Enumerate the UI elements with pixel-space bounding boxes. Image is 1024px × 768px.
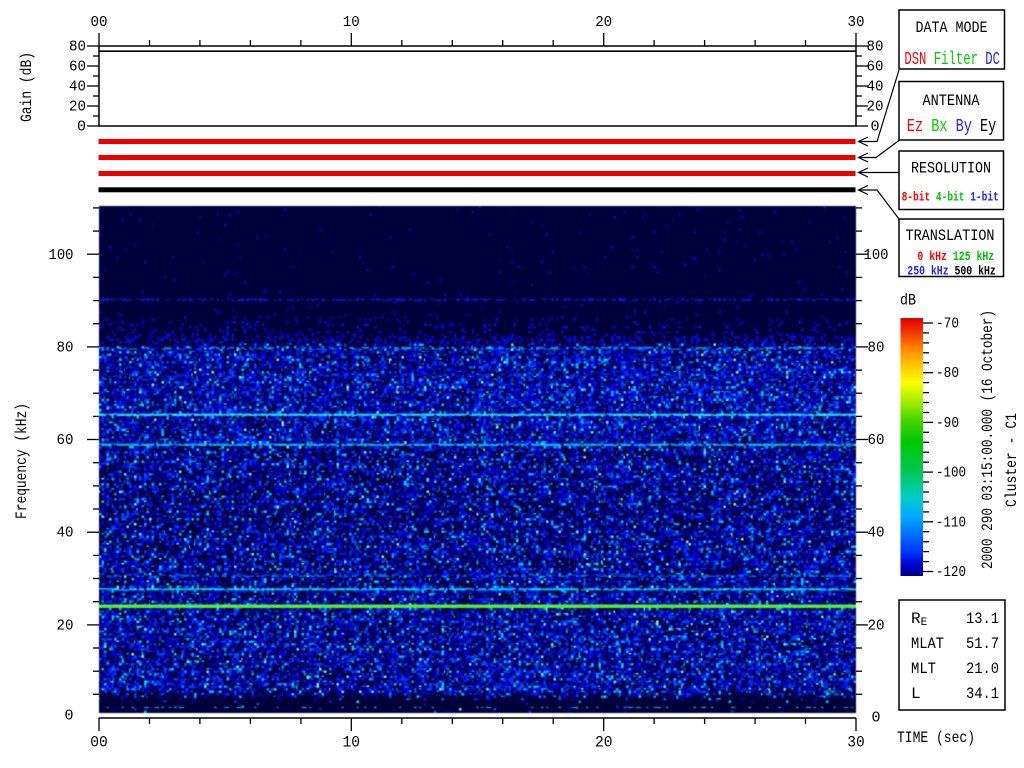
- svg-text:Ez: Ez: [907, 117, 923, 137]
- svg-text:MLT: MLT: [911, 660, 936, 678]
- svg-text:DC: DC: [985, 50, 1000, 70]
- svg-text:1-bit: 1-bit: [970, 190, 999, 205]
- svg-text:00: 00: [90, 734, 108, 752]
- svg-text:2000 290 03:15:00.000 (16 Octo: 2000 290 03:15:00.000 (16 October): [979, 310, 997, 569]
- svg-text:ANTENNA: ANTENNA: [923, 92, 980, 110]
- svg-text:20: 20: [595, 14, 612, 31]
- svg-text:0: 0: [77, 119, 86, 136]
- svg-text:0: 0: [64, 708, 73, 725]
- svg-text:0 kHz: 0 kHz: [917, 250, 947, 264]
- svg-text:Cluster - C1: Cluster - C1: [1003, 413, 1021, 507]
- svg-text:80: 80: [57, 339, 74, 356]
- svg-text:Filter: Filter: [934, 50, 978, 70]
- svg-text:L: L: [911, 685, 921, 703]
- svg-text:-90: -90: [936, 415, 959, 432]
- svg-text:TRANSLATION: TRANSLATION: [906, 227, 995, 245]
- svg-text:20: 20: [868, 617, 885, 634]
- svg-text:125 kHz: 125 kHz: [953, 250, 994, 264]
- svg-text:40: 40: [867, 79, 884, 96]
- svg-text:250 kHz: 250 kHz: [907, 265, 948, 279]
- svg-text:DATA MODE: DATA MODE: [916, 19, 988, 37]
- svg-text:-100: -100: [936, 465, 966, 482]
- svg-text:10: 10: [343, 14, 360, 31]
- svg-text:51.7: 51.7: [966, 635, 999, 653]
- svg-text:20: 20: [595, 734, 613, 752]
- svg-text:0: 0: [870, 119, 879, 136]
- svg-text:00: 00: [91, 14, 108, 31]
- svg-text:-80: -80: [936, 365, 959, 382]
- svg-text:100: 100: [49, 247, 74, 264]
- svg-text:-70: -70: [936, 316, 959, 333]
- svg-text:40: 40: [57, 525, 74, 542]
- svg-text:30: 30: [848, 14, 865, 31]
- svg-text:RESOLUTION: RESOLUTION: [911, 160, 991, 178]
- svg-text:13.1: 13.1: [966, 610, 999, 628]
- svg-text:10: 10: [343, 734, 361, 752]
- svg-text:100: 100: [864, 247, 889, 264]
- svg-text:DSN: DSN: [904, 50, 926, 70]
- svg-text:21.0: 21.0: [966, 660, 999, 678]
- svg-text:Ey: Ey: [980, 117, 996, 137]
- svg-text:60: 60: [69, 59, 86, 76]
- svg-text:20: 20: [867, 99, 884, 116]
- svg-text:-120: -120: [936, 564, 966, 581]
- svg-text:dB: dB: [900, 292, 916, 310]
- svg-text:80: 80: [867, 39, 884, 56]
- svg-text:20: 20: [69, 99, 86, 116]
- svg-text:8-bit: 8-bit: [902, 190, 931, 205]
- svg-text:MLAT: MLAT: [911, 635, 944, 653]
- svg-text:60: 60: [867, 59, 884, 76]
- svg-text:80: 80: [69, 39, 86, 56]
- svg-text:4-bit: 4-bit: [936, 190, 965, 205]
- svg-text:500 kHz: 500 kHz: [955, 265, 996, 279]
- svg-text:60: 60: [868, 432, 885, 449]
- svg-text:0: 0: [871, 710, 880, 727]
- svg-text:RE: RE: [911, 610, 928, 629]
- svg-text:By: By: [956, 117, 972, 137]
- svg-text:60: 60: [57, 432, 74, 449]
- svg-text:40: 40: [868, 525, 885, 542]
- svg-text:20: 20: [57, 617, 74, 634]
- svg-text:34.1: 34.1: [966, 685, 999, 703]
- svg-text:Frequency (kHz): Frequency (kHz): [13, 403, 31, 519]
- svg-text:Bx: Bx: [931, 117, 947, 137]
- svg-text:30: 30: [847, 734, 865, 752]
- svg-text:-110: -110: [936, 514, 966, 531]
- svg-text:40: 40: [69, 79, 86, 96]
- svg-text:Gain (dB): Gain (dB): [18, 52, 36, 122]
- svg-text:TIME (sec): TIME (sec): [897, 729, 975, 747]
- svg-text:80: 80: [868, 339, 885, 356]
